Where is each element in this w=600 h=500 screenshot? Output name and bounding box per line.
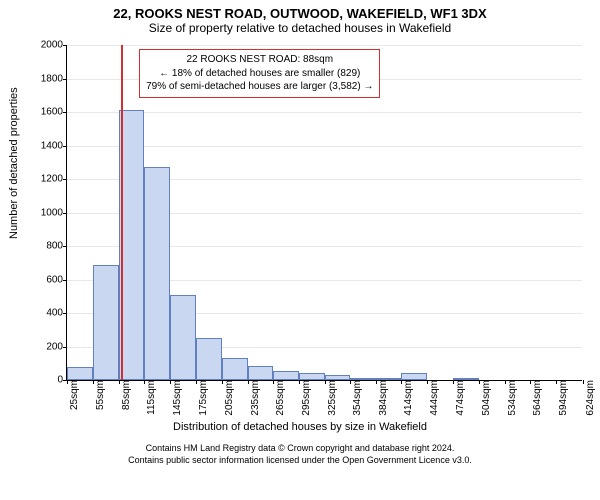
xtick-label: 444sqm	[425, 380, 440, 416]
ytick-label: 200	[46, 341, 67, 352]
xtick-label: 474sqm	[451, 380, 466, 416]
ytick-label: 1400	[41, 140, 67, 151]
chart: Number of detached properties 0200400600…	[8, 39, 592, 439]
x-axis-label: Distribution of detached houses by size …	[8, 421, 592, 433]
ytick-label: 400	[46, 308, 67, 319]
ytick-label: 2000	[41, 40, 67, 51]
plot-area: 020040060080010001200140016001800200025s…	[66, 45, 582, 381]
xtick-label: 205sqm	[220, 380, 235, 416]
histogram-bar	[273, 371, 299, 380]
xtick-label: 235sqm	[246, 380, 261, 416]
ytick-label: 1600	[41, 107, 67, 118]
footer-line-1: Contains HM Land Registry data © Crown c…	[8, 443, 592, 455]
ytick-label: 600	[46, 274, 67, 285]
ytick-label: 1200	[41, 174, 67, 185]
xtick-label: 115sqm	[142, 380, 157, 415]
ytick-label: 1000	[41, 207, 67, 218]
annotation-line-3: 79% of semi-detached houses are larger (…	[146, 80, 373, 94]
xtick-label: 55sqm	[91, 380, 106, 410]
annotation-box: 22 ROOKS NEST ROAD: 88sqm← 18% of detach…	[139, 49, 380, 98]
xtick-label: 414sqm	[399, 380, 414, 416]
histogram-bar	[67, 367, 93, 380]
histogram-bar	[93, 265, 119, 380]
xtick-label: 354sqm	[348, 380, 363, 416]
property-marker-line	[121, 45, 123, 380]
histogram-bar	[299, 373, 325, 380]
y-axis-label: Number of detached properties	[8, 87, 20, 239]
footer-line-2: Contains public sector information licen…	[8, 455, 592, 467]
ytick-label: 800	[46, 241, 67, 252]
footer: Contains HM Land Registry data © Crown c…	[8, 443, 592, 466]
page-subtitle: Size of property relative to detached ho…	[8, 21, 592, 35]
histogram-bar	[222, 358, 248, 380]
xtick-label: 325sqm	[323, 380, 338, 416]
xtick-label: 265sqm	[271, 380, 286, 416]
histogram-bar	[401, 373, 427, 380]
xtick-label: 175sqm	[194, 380, 209, 416]
xtick-label: 25sqm	[65, 380, 80, 410]
page-title: 22, ROOKS NEST ROAD, OUTWOOD, WAKEFIELD,…	[8, 6, 592, 21]
histogram-bar	[196, 338, 222, 380]
annotation-line-2: ← 18% of detached houses are smaller (82…	[146, 67, 373, 81]
histogram-bar	[144, 167, 170, 380]
xtick-label: 295sqm	[297, 380, 312, 416]
gridline	[67, 45, 582, 46]
xtick-label: 594sqm	[554, 380, 569, 416]
xtick-label: 145sqm	[168, 380, 183, 416]
ytick-label: 1800	[41, 73, 67, 84]
annotation-line-1: 22 ROOKS NEST ROAD: 88sqm	[146, 53, 373, 67]
histogram-bar	[248, 366, 274, 380]
xtick-label: 384sqm	[374, 380, 389, 416]
xtick-label: 504sqm	[477, 380, 492, 416]
histogram-bar	[170, 295, 196, 380]
xtick-label: 534sqm	[503, 380, 518, 416]
xtick-label: 85sqm	[117, 380, 132, 410]
xtick-label: 624sqm	[581, 380, 596, 416]
xtick-label: 564sqm	[528, 380, 543, 416]
